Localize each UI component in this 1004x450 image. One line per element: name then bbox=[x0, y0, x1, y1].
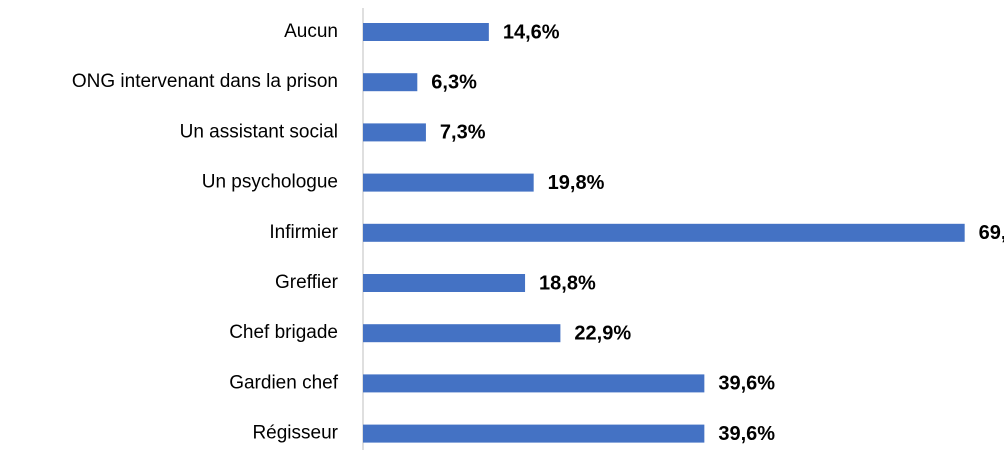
data-label: 18,8% bbox=[539, 272, 596, 294]
bar bbox=[363, 173, 534, 192]
category-label: Un psychologue bbox=[202, 172, 338, 193]
bar bbox=[363, 374, 705, 393]
category-label: Chef brigade bbox=[229, 322, 338, 343]
category-label: Infirmier bbox=[269, 222, 338, 243]
data-label: 39,6% bbox=[718, 423, 775, 445]
data-label: 19,8% bbox=[548, 172, 605, 194]
bar bbox=[363, 324, 561, 343]
bar bbox=[363, 274, 526, 292]
bar bbox=[363, 73, 418, 92]
category-label: Un assistant social bbox=[180, 121, 338, 142]
bar bbox=[363, 223, 965, 242]
data-label: 39,6% bbox=[718, 373, 775, 395]
category-label: Greffier bbox=[275, 272, 339, 293]
data-label: 14,6% bbox=[503, 21, 560, 43]
data-label: 22,9% bbox=[574, 322, 631, 344]
bar bbox=[363, 424, 705, 443]
category-label: Régisseur bbox=[252, 423, 338, 444]
data-label: 7,3% bbox=[440, 122, 486, 144]
category-label: Gardien chef bbox=[229, 372, 339, 393]
category-label: Aucun bbox=[284, 21, 338, 42]
bar bbox=[363, 23, 489, 41]
category-label: ONG intervenant dans la prison bbox=[72, 71, 338, 92]
data-label: 6,3% bbox=[431, 71, 477, 93]
bar bbox=[363, 123, 426, 142]
data-label: 69,8% bbox=[979, 222, 1004, 244]
